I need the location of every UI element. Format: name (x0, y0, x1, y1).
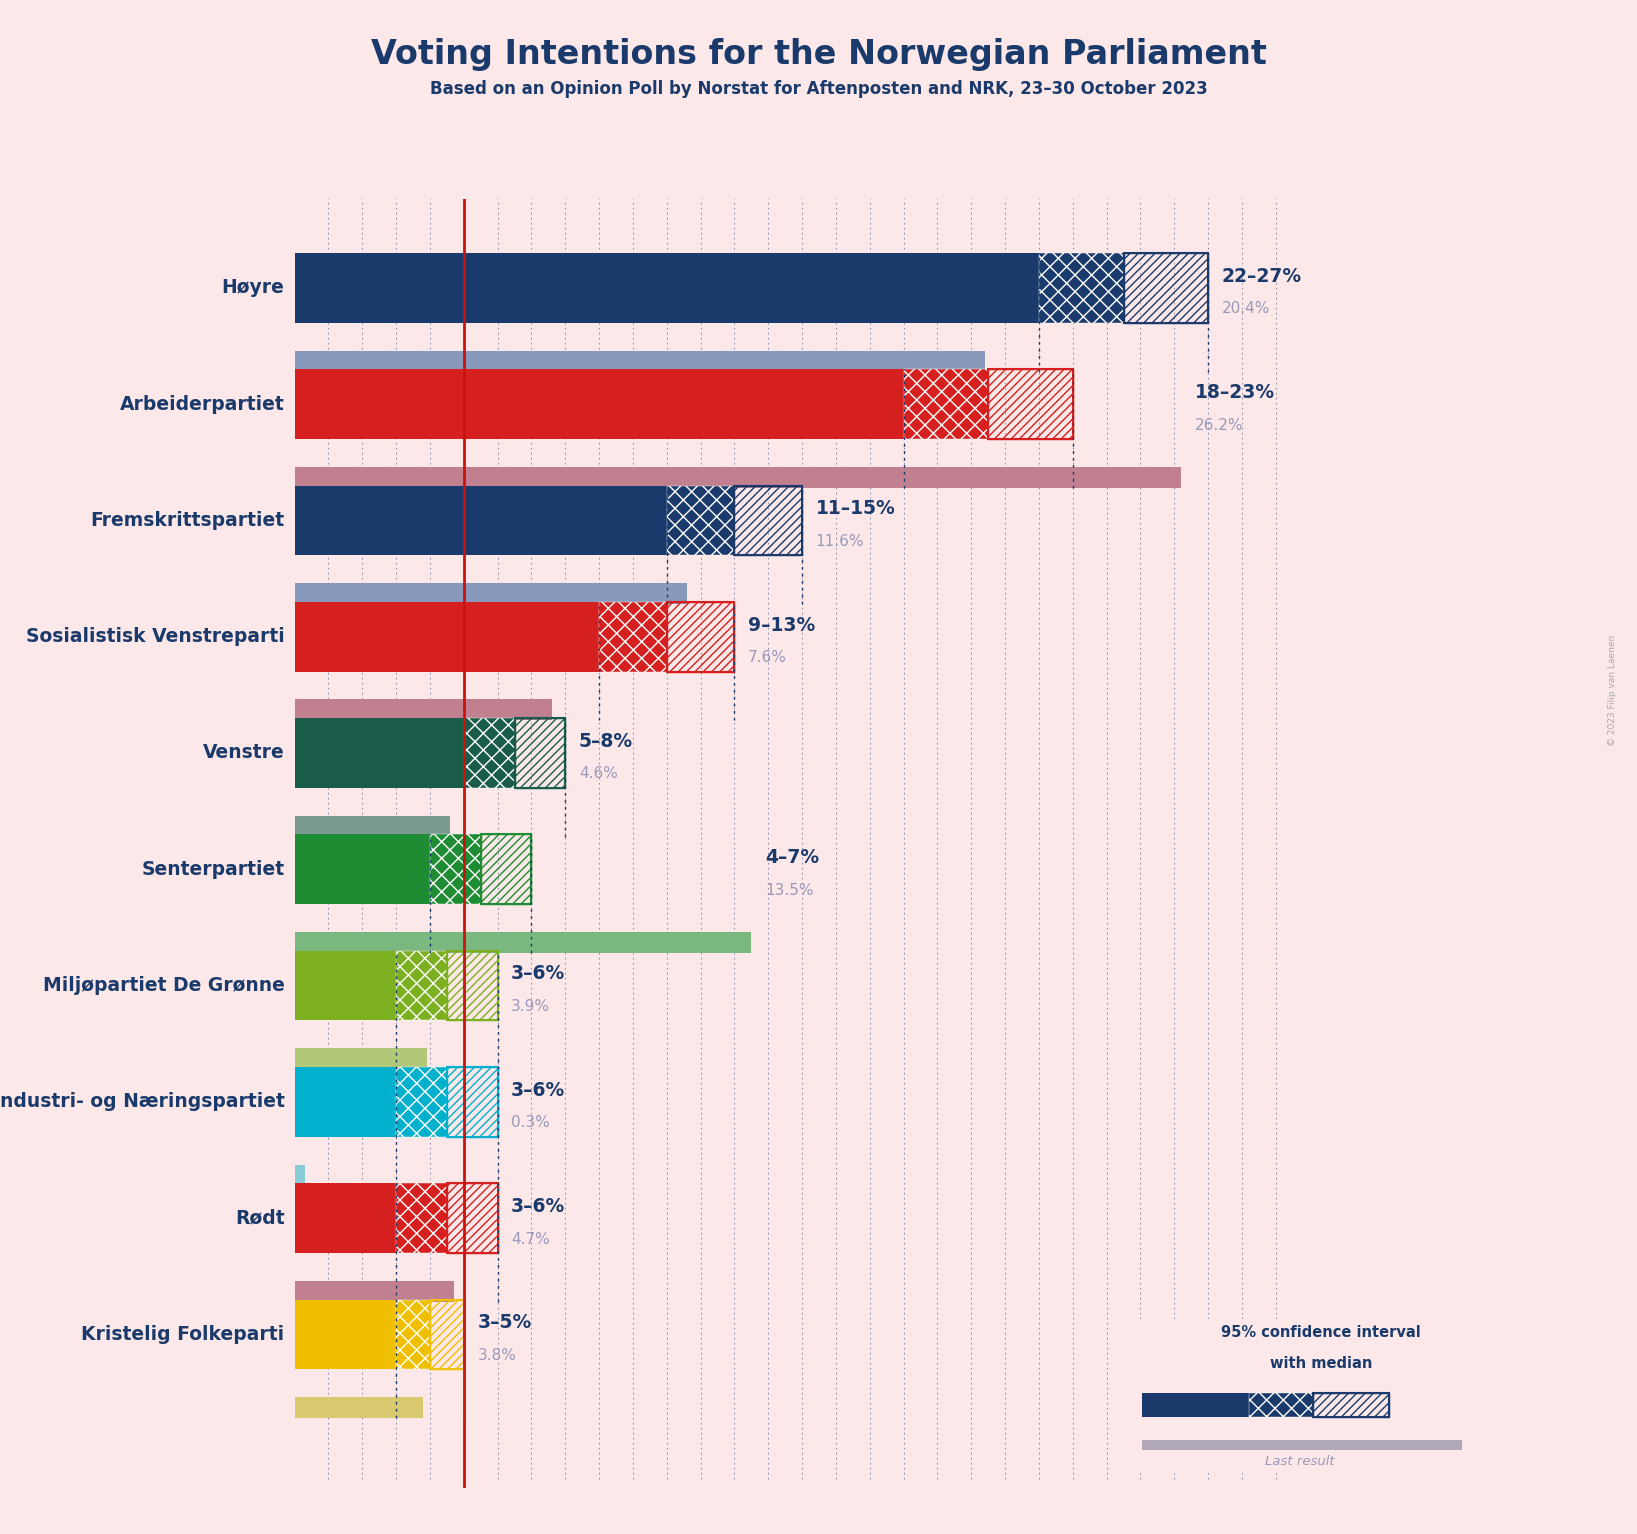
Bar (295, 1048, 427, 1069)
Text: Arbeiderpartiet: Arbeiderpartiet (120, 394, 285, 414)
Bar (481, 834, 532, 904)
Bar (447, 1183, 498, 1253)
Bar (295, 718, 514, 788)
Bar (431, 834, 481, 904)
Bar (989, 370, 1072, 439)
Bar (1313, 1393, 1390, 1417)
Bar (1123, 253, 1208, 322)
Text: 20.4%: 20.4% (1221, 301, 1270, 316)
Text: Rødt: Rødt (234, 1209, 285, 1227)
Bar (666, 601, 735, 672)
Bar (295, 583, 688, 604)
Bar (396, 951, 447, 1020)
Bar (295, 466, 1180, 488)
Text: Voting Intentions for the Norwegian Parliament: Voting Intentions for the Norwegian Parl… (370, 38, 1267, 72)
Bar (463, 718, 514, 788)
Bar (447, 1068, 498, 1137)
Text: 95% confidence interval: 95% confidence interval (1221, 1325, 1421, 1341)
Bar (447, 1068, 498, 1137)
Text: Senterpartiet: Senterpartiet (141, 859, 285, 879)
Text: with median: with median (1270, 1356, 1372, 1371)
Text: Based on an Opinion Poll by Norstat for Aftenposten and NRK, 23–30 October 2023: Based on an Opinion Poll by Norstat for … (429, 80, 1208, 98)
Text: Last result: Last result (1265, 1456, 1334, 1468)
Bar (295, 816, 450, 836)
Bar (396, 1299, 431, 1370)
Bar (431, 1299, 463, 1370)
Bar (295, 1397, 424, 1419)
Bar (514, 718, 565, 788)
Bar (295, 1299, 431, 1370)
Bar (735, 485, 802, 555)
Bar (295, 933, 751, 953)
Bar (295, 700, 552, 721)
Bar (295, 1164, 304, 1186)
Bar (431, 1299, 463, 1370)
Bar (1039, 253, 1123, 322)
Text: Fremskrittspartiet: Fremskrittspartiet (90, 511, 285, 529)
Bar (295, 1068, 447, 1137)
Bar (1143, 1440, 1462, 1450)
Bar (295, 1281, 453, 1302)
Text: 13.5%: 13.5% (764, 882, 814, 897)
Text: 3.9%: 3.9% (511, 999, 550, 1014)
Bar (396, 1068, 447, 1137)
Bar (666, 601, 735, 672)
Text: Sosialistisk Venstreparti: Sosialistisk Venstreparti (26, 627, 285, 646)
Bar (1249, 1393, 1313, 1417)
Text: 3.8%: 3.8% (478, 1348, 516, 1362)
Text: 11.6%: 11.6% (815, 534, 864, 549)
Text: 4.6%: 4.6% (579, 767, 617, 781)
Bar (295, 834, 481, 904)
Text: 22–27%: 22–27% (1221, 267, 1301, 285)
Text: Venstre: Venstre (203, 744, 285, 762)
Bar (396, 1183, 447, 1253)
Bar (481, 834, 532, 904)
Text: Miljøpartiet De Grønne: Miljøpartiet De Grønne (43, 976, 285, 996)
Text: 3–6%: 3–6% (511, 965, 565, 983)
Bar (447, 951, 498, 1020)
Text: 3–6%: 3–6% (511, 1197, 565, 1216)
Text: Industri- og Næringspartiet: Industri- og Næringspartiet (0, 1092, 285, 1111)
Text: 18–23%: 18–23% (1195, 384, 1275, 402)
Text: 11–15%: 11–15% (815, 499, 895, 518)
Bar (1123, 253, 1208, 322)
Text: 26.2%: 26.2% (1195, 417, 1242, 433)
Bar (666, 485, 735, 555)
Text: Høyre: Høyre (221, 278, 285, 298)
Bar (1313, 1393, 1390, 1417)
Bar (514, 718, 565, 788)
Bar (735, 485, 802, 555)
Bar (1143, 1393, 1249, 1417)
Bar (447, 1183, 498, 1253)
Text: 4–7%: 4–7% (764, 848, 818, 867)
Text: 4.7%: 4.7% (511, 1232, 550, 1247)
Text: Kristelig Folkeparti: Kristelig Folkeparti (82, 1325, 285, 1344)
Bar (295, 485, 735, 555)
Text: 9–13%: 9–13% (748, 615, 815, 635)
Text: 7.6%: 7.6% (748, 650, 787, 666)
Bar (904, 370, 989, 439)
Text: © 2023 Filip van Laenen: © 2023 Filip van Laenen (1609, 635, 1617, 746)
Bar (295, 351, 985, 371)
Bar (447, 951, 498, 1020)
Text: 3–5%: 3–5% (478, 1313, 532, 1333)
Bar (295, 370, 989, 439)
Bar (295, 951, 447, 1020)
Text: 5–8%: 5–8% (579, 732, 634, 750)
Bar (599, 601, 666, 672)
Bar (295, 601, 666, 672)
Bar (295, 1183, 447, 1253)
Text: 3–6%: 3–6% (511, 1081, 565, 1100)
Bar (295, 253, 1123, 322)
Bar (989, 370, 1072, 439)
Text: 0.3%: 0.3% (511, 1115, 550, 1131)
